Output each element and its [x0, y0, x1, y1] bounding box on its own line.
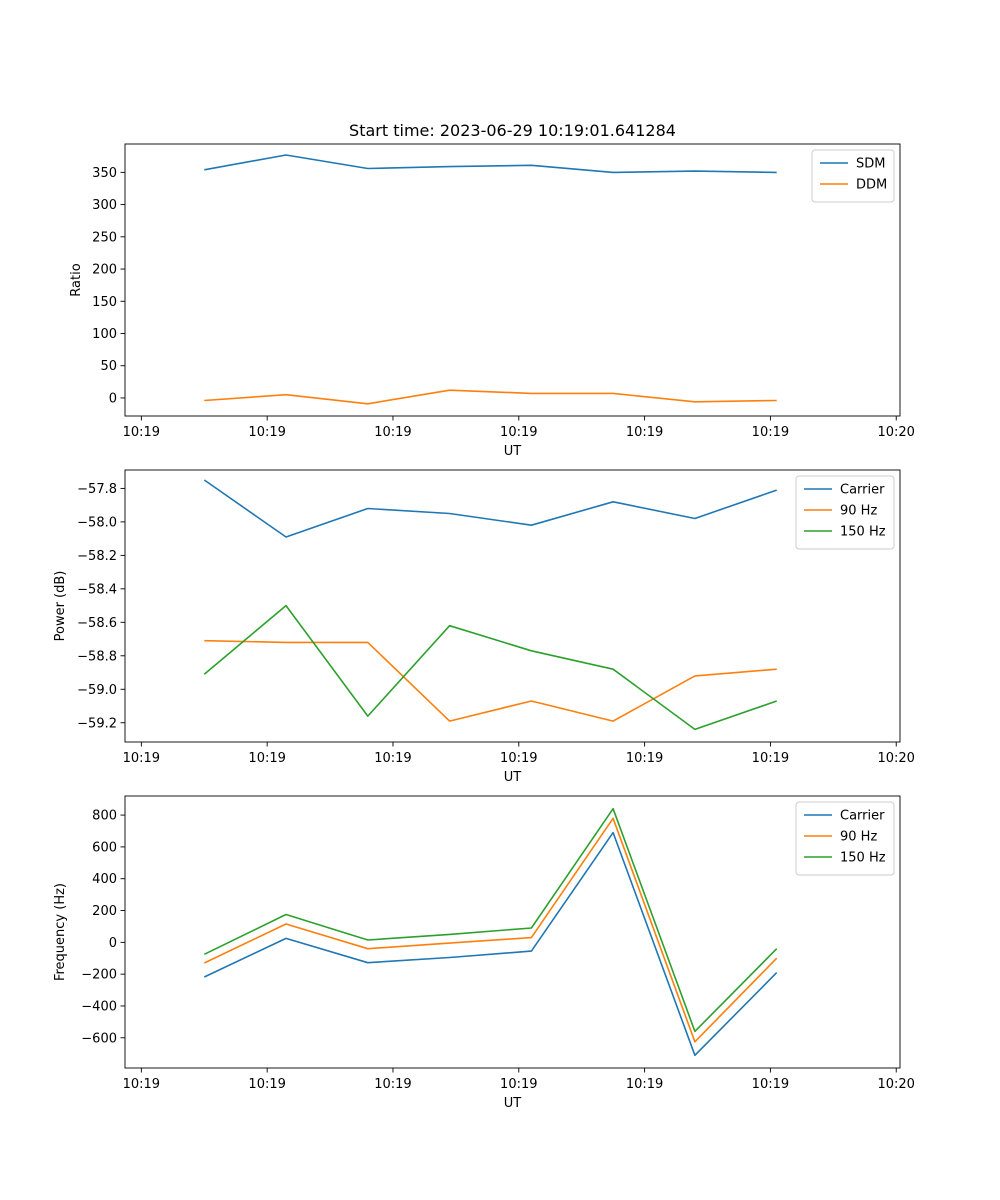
ratio-y-tick-label: 0: [109, 391, 117, 406]
power-x-tick-label: 10:19: [752, 751, 789, 766]
power-series-line-carrier: [203, 479, 777, 538]
frequency-y-tick-label: 400: [92, 872, 117, 887]
frequency-y-tick-label: 0: [109, 936, 117, 951]
frequency-axes-frame: [124, 795, 901, 1069]
frequency-x-tick-label: 10:19: [374, 1077, 411, 1092]
ratio-y-tick-label: 350: [92, 166, 117, 181]
ratio-x-tick-label: 10:19: [248, 425, 285, 440]
frequency-y-tick-label: −200: [81, 968, 117, 983]
ratio-y-tick-label: 50: [100, 359, 117, 374]
ratio-x-tick-label: 10:19: [752, 425, 789, 440]
ratio-axes-frame: [124, 143, 901, 417]
ratio-x-tick-label: 10:19: [500, 425, 537, 440]
power-panel: 10:19 10:19 10:19 10:19 10:19 10:19 10:20 −57.8…: [53, 469, 915, 785]
ratio-x-tick-label: 10:19: [123, 425, 160, 440]
ratio-y-tick-label: 100: [92, 327, 117, 342]
figure-title: Start time: 2023-06-29 10:19:01.641284: [349, 121, 676, 140]
frequency-x-axis-label: UT: [504, 1096, 522, 1111]
power-y-tick-label: −58.8: [77, 649, 117, 664]
power-axes-frame: [124, 469, 901, 743]
power-series-line-150-hz: [203, 604, 777, 731]
frequency-x-tick-label: 10:19: [500, 1077, 537, 1092]
frequency-y-tick-label: −600: [81, 1031, 117, 1046]
power-y-tick-label: −59.0: [77, 683, 117, 698]
ratio-y-tick-label: 250: [92, 230, 117, 245]
power-x-axis-label: UT: [504, 770, 522, 785]
power-legend-label: 150 Hz: [840, 525, 886, 540]
ratio-series-line-ddm: [204, 389, 777, 405]
frequency-x-tick-label: 10:19: [626, 1077, 663, 1092]
frequency-panel: 10:19 10:19 10:19 10:19 10:19 10:19 10:20 800 60…: [53, 795, 915, 1111]
power-y-axis-label: Power (dB): [53, 571, 68, 642]
frequency-y-axis-label: Frequency (Hz): [53, 883, 68, 981]
ratio-y-axis-label: Ratio: [69, 263, 84, 296]
power-y-tick-label: −58.4: [77, 582, 117, 597]
power-y-tick-label: −58.0: [77, 515, 117, 530]
ratio-x-tick-label: 10:20: [877, 425, 914, 440]
ratio-y-tick-label: 150: [92, 295, 117, 310]
frequency-x-tick-label: 10:19: [123, 1077, 160, 1092]
power-series-line-90-hz: [204, 639, 777, 722]
ratio-x-tick-label: 10:19: [626, 425, 663, 440]
frequency-series-line-carrier: [203, 831, 778, 1057]
ratio-y-tick-label: 300: [92, 198, 117, 213]
frequency-x-tick-label: 10:19: [752, 1077, 789, 1092]
power-x-tick-label: 10:19: [500, 751, 537, 766]
frequency-legend-label: 90 Hz: [840, 830, 877, 845]
frequency-x-tick-label: 10:19: [248, 1077, 285, 1092]
ratio-x-axis-label: UT: [504, 444, 522, 459]
frequency-legend: Carrier 90 Hz 150 Hz: [795, 801, 895, 876]
power-x-tick-label: 10:19: [123, 751, 160, 766]
power-y-tick-label: −59.2: [77, 716, 117, 731]
power-legend-label: 90 Hz: [840, 504, 877, 519]
ratio-y-tick-label: 200: [92, 263, 117, 278]
power-x-tick-label: 10:19: [248, 751, 285, 766]
frequency-y-tick-label: 600: [92, 840, 117, 855]
power-x-tick-label: 10:19: [626, 751, 663, 766]
power-y-tick-label: −58.2: [77, 549, 117, 564]
frequency-legend-label: 150 Hz: [840, 851, 886, 866]
frequency-y-tick-label: −400: [81, 999, 117, 1014]
power-legend: Carrier 90 Hz 150 Hz: [795, 475, 895, 550]
power-y-tick-label: −57.8: [77, 482, 117, 497]
ratio-legend-label: SDM: [856, 157, 885, 172]
frequency-y-tick-label: 800: [92, 809, 117, 824]
ratio-x-tick-label: 10:19: [374, 425, 411, 440]
ratio-panel: 10:19 10:19 10:19 10:19 10:19 10:19 10:20 0 50 10…: [69, 143, 915, 459]
power-y-tick-label: −58.6: [77, 616, 117, 631]
frequency-series-line-90-hz: [203, 817, 778, 1043]
frequency-x-tick-label: 10:20: [877, 1077, 914, 1092]
power-x-tick-label: 10:20: [877, 751, 914, 766]
power-legend-label: Carrier: [840, 483, 885, 498]
frequency-legend-label: Carrier: [840, 809, 885, 824]
frequency-series-line-150-hz: [203, 807, 778, 1033]
power-x-tick-label: 10:19: [374, 751, 411, 766]
ratio-legend: SDM DDM: [811, 149, 895, 203]
frequency-y-tick-label: 200: [92, 904, 117, 919]
ratio-legend-label: DDM: [856, 178, 887, 193]
ratio-series-line-sdm: [204, 154, 777, 174]
